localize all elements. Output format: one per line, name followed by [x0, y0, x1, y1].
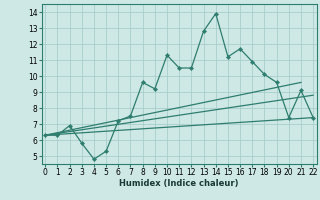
X-axis label: Humidex (Indice chaleur): Humidex (Indice chaleur) [119, 179, 239, 188]
